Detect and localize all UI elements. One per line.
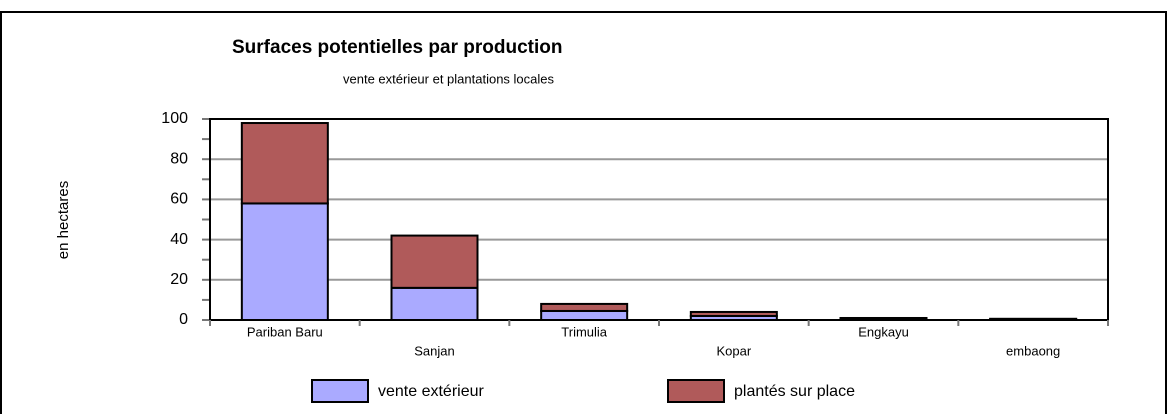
bar-segment [240,202,329,321]
x-tick-label: Pariban Baru [247,324,323,339]
y-tick-label: 40 [170,231,188,248]
y-tick-label: 0 [179,311,188,328]
y-tick-label: 60 [170,191,188,208]
bar-segment [689,310,778,317]
legend-label: vente extérieur [378,383,485,400]
x-tick-label: Kopar [716,343,751,358]
legend-label: plantés sur place [734,383,855,400]
chart-subtitle: vente extérieur et plantations locales [343,71,555,86]
chart-title: Surfaces potentielles par production [232,37,562,58]
legend-swatch [667,379,725,403]
bar-segment [390,286,479,321]
frame [0,11,1167,414]
y-tick-label: 100 [161,110,188,127]
x-tick-label: Trimulia [561,324,608,339]
plot-border [209,118,1109,321]
bar-segment [240,122,329,205]
y-tick-label: 80 [170,150,188,167]
bar-segment [989,317,1078,321]
x-tick-label: Sanjan [414,343,454,358]
bar-segment [540,302,629,312]
bar-segment [839,316,928,320]
bar-segment [390,234,479,289]
y-axis-label: en hectares [55,181,72,259]
x-tick-label: embaong [1006,343,1060,358]
legend-swatch [311,379,369,403]
bar-segment [540,309,629,321]
y-tick-label: 20 [170,271,188,288]
x-tick-label: Engkayu [858,324,909,339]
